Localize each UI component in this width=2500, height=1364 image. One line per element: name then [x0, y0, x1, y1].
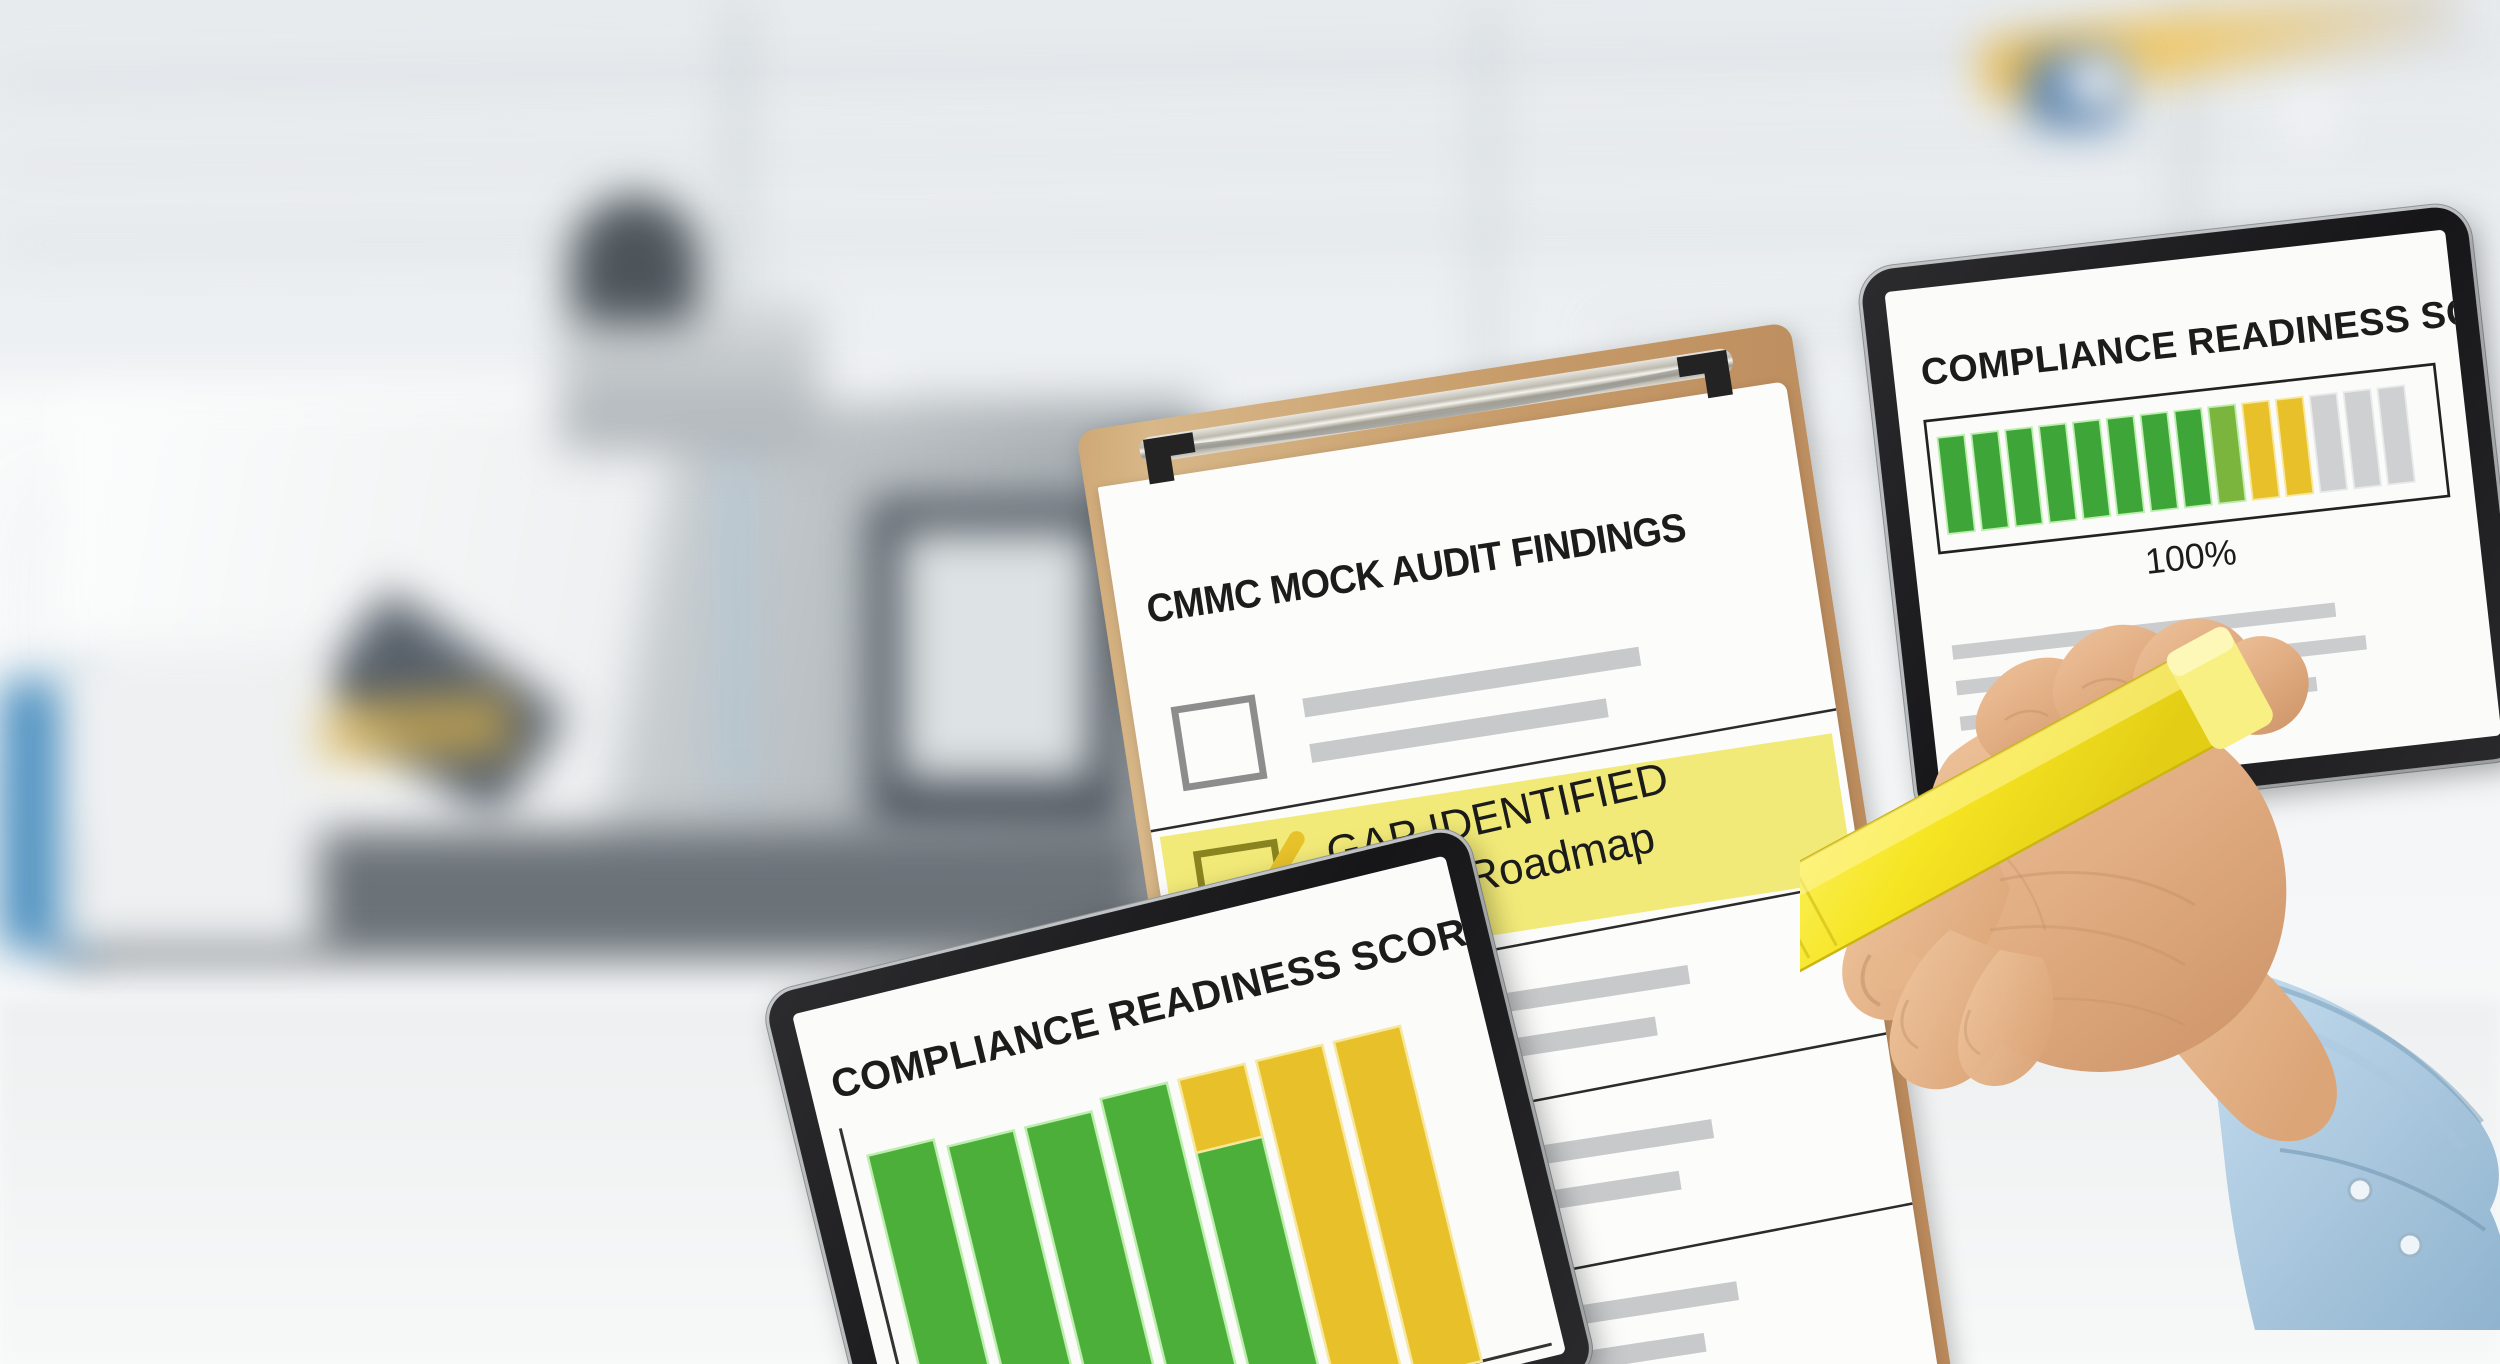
svg-text:CMMC MOCK AUDIT FINDINGS: CMMC MOCK AUDIT FINDINGS	[1144, 505, 1689, 632]
svg-text:COMPLIANCE READINESS SCORE: COMPLIANCE READINESS SCORE	[1919, 280, 2500, 393]
